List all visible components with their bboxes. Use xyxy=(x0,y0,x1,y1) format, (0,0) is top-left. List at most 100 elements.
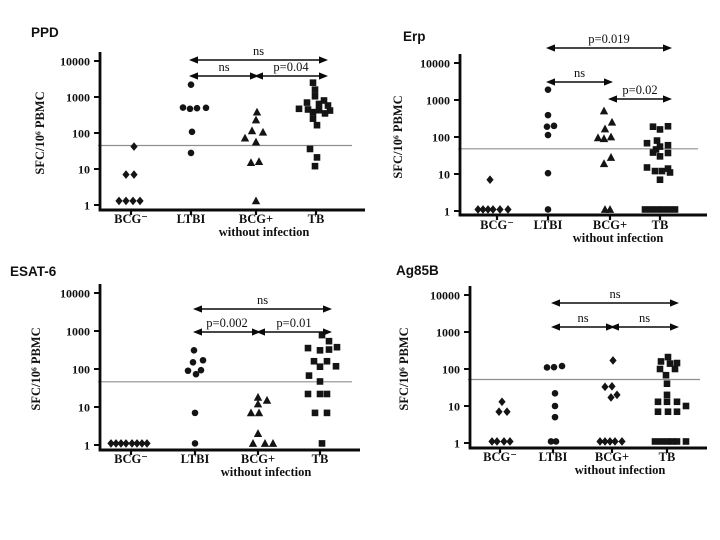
data-point-square xyxy=(664,408,672,416)
data-point-diamond xyxy=(479,205,487,214)
data-point-square xyxy=(673,438,681,445)
x-category-label: TB xyxy=(312,452,329,466)
data-point-square xyxy=(654,408,662,416)
data-point-circle xyxy=(193,104,201,112)
data-point-square xyxy=(643,164,651,171)
data-point-square xyxy=(664,149,672,157)
data-point-square xyxy=(318,440,326,447)
data-point-square xyxy=(653,206,661,213)
data-point-square xyxy=(323,357,331,365)
data-point-triangle xyxy=(262,395,272,404)
x-category-label: LTBI xyxy=(177,212,206,226)
x-category-label: BCG+ xyxy=(595,450,629,464)
data-point-square xyxy=(664,122,672,130)
data-point-square xyxy=(671,365,679,373)
data-point-triangle xyxy=(252,107,262,116)
data-point-square xyxy=(654,398,662,406)
data-point-diamond xyxy=(601,382,609,392)
data-point-square xyxy=(316,347,324,354)
y-tick-label: 10 xyxy=(438,168,450,182)
data-point-diamond xyxy=(606,437,614,446)
y-tick-label: 1000 xyxy=(66,325,90,339)
data-point-triangle xyxy=(600,124,610,133)
data-point-diamond xyxy=(136,196,144,206)
data-point-square xyxy=(325,337,333,345)
data-point-square xyxy=(673,398,681,406)
data-point-triangle xyxy=(246,158,256,167)
erp-scatter-plot: 10000 1000 100 10 1 SFC/10⁶ PBMC BCG⁻ LTBI BCG+w… xyxy=(391,32,707,245)
data-point-square xyxy=(323,409,331,417)
data-point-square xyxy=(657,438,665,445)
data-point-circle xyxy=(191,409,199,417)
data-point-circle xyxy=(199,356,207,364)
data-point-square xyxy=(316,390,324,398)
data-point-square xyxy=(320,97,328,104)
data-point-diamond xyxy=(493,437,501,446)
y-axis-title: SFC/10⁶ PBMC xyxy=(33,91,47,174)
data-point-diamond xyxy=(596,437,604,446)
x-category-sublabel: without infection xyxy=(219,225,310,239)
data-point-square xyxy=(665,206,673,213)
significance-label: ns xyxy=(257,293,268,307)
x-category-label: LTBI xyxy=(534,218,563,232)
data-point-circle xyxy=(544,169,552,177)
significance-label: ns xyxy=(253,44,264,58)
data-point-diamond xyxy=(486,175,494,185)
x-category-sublabel: without infection xyxy=(221,465,312,479)
arrowhead-left xyxy=(551,323,560,331)
data-point-diamond xyxy=(607,393,615,402)
y-tick-label: 1 xyxy=(444,205,450,219)
x-category-label: BCG+ xyxy=(593,218,627,232)
data-point-diamond xyxy=(117,439,125,448)
data-point-square xyxy=(682,402,690,410)
arrowhead-left xyxy=(546,44,555,52)
significance-label: p=0.01 xyxy=(276,316,311,330)
data-point-square xyxy=(311,162,319,170)
data-point-square xyxy=(295,105,303,113)
data-point-square xyxy=(647,206,655,213)
data-point-triangle xyxy=(247,126,257,135)
data-point-square xyxy=(316,363,324,370)
data-point-circle xyxy=(551,390,559,397)
x-category-label: BCG+ xyxy=(241,452,275,466)
y-axis-title: SFC/10⁶ PBMC xyxy=(397,327,411,410)
data-point-circle xyxy=(547,438,555,445)
data-point-square xyxy=(310,357,318,365)
arrowhead-right xyxy=(663,44,672,52)
data-point-square xyxy=(662,371,670,379)
data-point-square xyxy=(671,206,679,213)
arrowhead-right xyxy=(319,56,328,64)
data-point-square xyxy=(332,362,340,370)
x-category-sublabel: without infection xyxy=(573,231,664,245)
data-point-square xyxy=(663,380,671,388)
data-point-square xyxy=(657,358,665,365)
data-point-triangle xyxy=(254,157,264,166)
data-point-triangle xyxy=(599,106,609,115)
data-point-square xyxy=(663,398,671,406)
data-point-diamond xyxy=(613,390,621,400)
significance-label: p=0.002 xyxy=(206,316,247,330)
data-point-square xyxy=(651,438,659,445)
data-point-triangle xyxy=(253,392,263,401)
data-point-diamond xyxy=(498,397,506,407)
data-point-square xyxy=(325,346,333,353)
data-point-circle xyxy=(202,104,210,112)
y-tick-label: 10 xyxy=(78,163,90,177)
x-category-label: BCG⁻ xyxy=(483,450,517,464)
data-point-square xyxy=(641,206,649,213)
arrowhead-right xyxy=(323,328,332,336)
data-point-circle xyxy=(184,367,192,375)
data-point-square xyxy=(682,438,690,445)
data-point-square xyxy=(653,137,661,144)
data-point-diamond xyxy=(133,439,141,448)
data-point-diamond xyxy=(506,437,514,446)
arrowhead-right xyxy=(670,323,679,331)
y-tick-label: 1000 xyxy=(426,94,450,108)
data-point-diamond xyxy=(496,205,504,214)
x-category-label: BCG⁻ xyxy=(114,452,148,466)
data-point-diamond xyxy=(138,439,146,448)
x-category-label: TB xyxy=(659,450,676,464)
data-point-circle xyxy=(544,131,552,139)
data-point-square xyxy=(664,165,672,172)
